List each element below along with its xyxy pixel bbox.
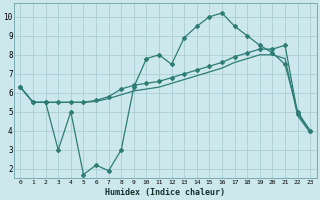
- X-axis label: Humidex (Indice chaleur): Humidex (Indice chaleur): [105, 188, 225, 197]
